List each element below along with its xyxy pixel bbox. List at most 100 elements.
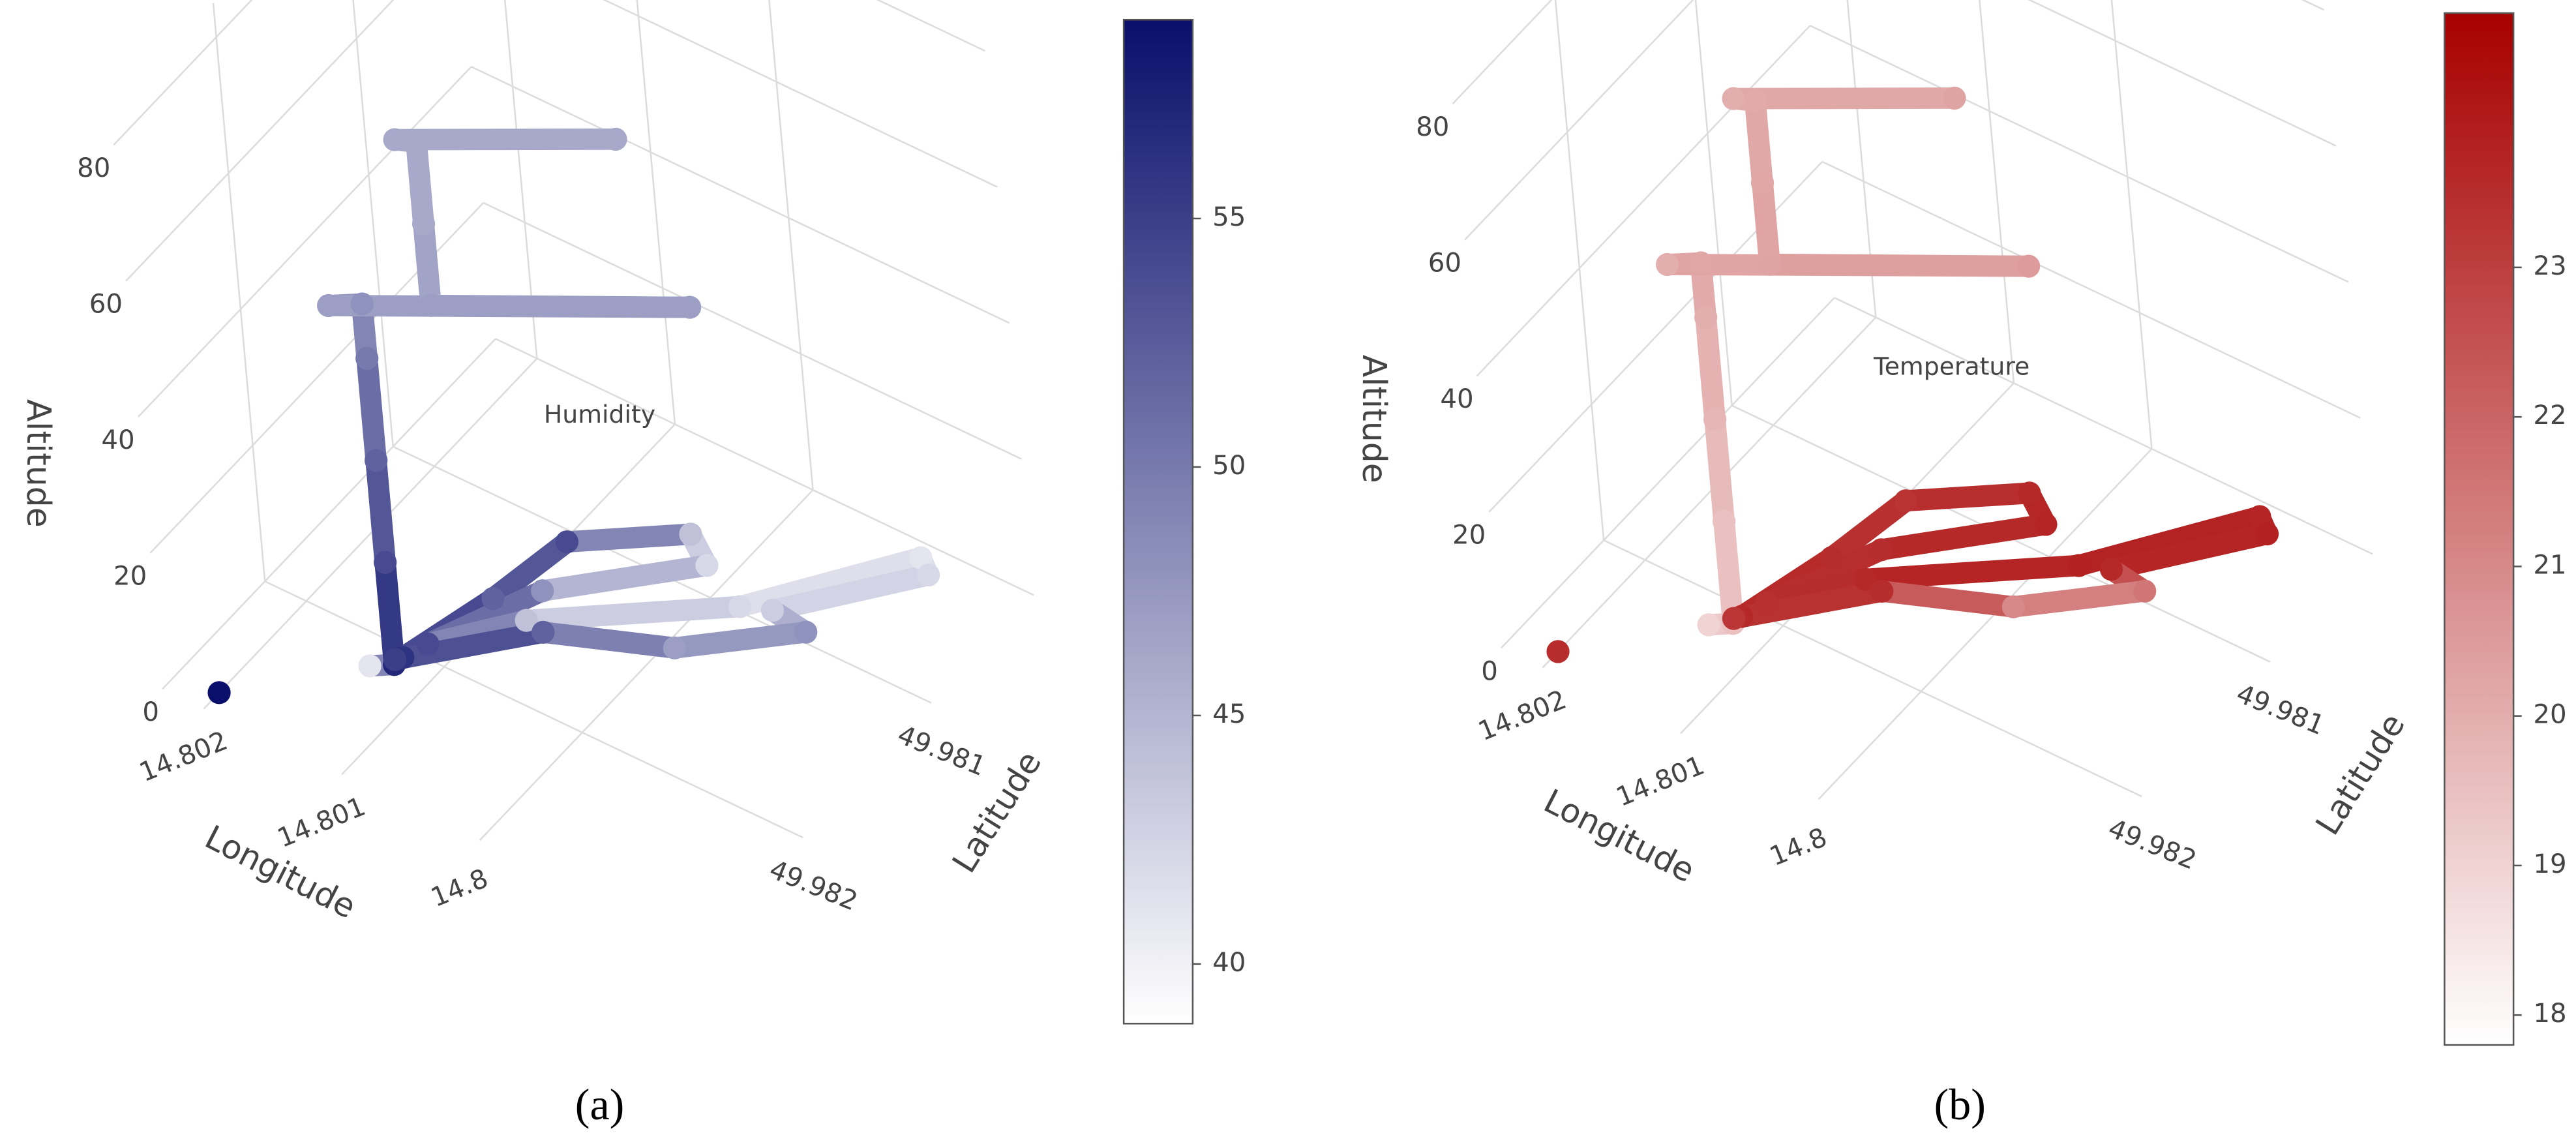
colorbar-tick-label: 21: [2533, 549, 2566, 580]
wall-grid-line: [503, 0, 538, 359]
floor-grid-line: [1542, 316, 1877, 669]
marker: [1694, 305, 1718, 329]
wall-grid-line: [483, 202, 1022, 460]
wall-grid-line: [1464, 0, 1694, 241]
marker: [2018, 481, 2041, 505]
z-tick-label: 0: [1481, 656, 1498, 686]
marker: [350, 292, 374, 316]
wall-grid-line: [495, 338, 1034, 596]
wall-grid-line: [603, 0, 998, 188]
track-segment: [515, 596, 751, 631]
marker: [2001, 595, 2026, 618]
z-tick-label: 60: [1428, 248, 1461, 279]
marker: [2099, 558, 2123, 581]
colorbar-tick-label: 40: [1212, 947, 1246, 978]
track-segment: [1854, 554, 2089, 590]
colorbar: [2444, 12, 2515, 1046]
floor-grid-line: [479, 489, 814, 841]
marker: [207, 681, 231, 704]
floor-grid-line: [1603, 539, 2142, 798]
wall-grid-line: [1809, 25, 2349, 283]
colorbar-tick-label: 45: [1212, 699, 1246, 729]
marker: [1853, 567, 1877, 591]
marker: [317, 294, 340, 318]
marker: [515, 609, 538, 632]
marker: [1743, 89, 1767, 113]
z-tick-label: 40: [1440, 384, 1473, 414]
marker: [1750, 171, 1775, 194]
marker: [365, 449, 388, 472]
floor-grid-line: [264, 581, 803, 839]
annotation: Temperature: [1873, 352, 2029, 381]
marker: [1689, 251, 1713, 275]
wall-grid-line: [162, 338, 496, 690]
marker: [1703, 408, 1727, 431]
z-tick-label: 80: [1416, 112, 1449, 142]
track-segment: [762, 564, 939, 622]
marker: [531, 579, 554, 603]
track-segment: [384, 621, 554, 671]
marker: [2067, 554, 2091, 577]
track-segment: [664, 621, 817, 659]
marker: [355, 346, 379, 370]
wall-grid-line: [1501, 297, 1835, 649]
track-segment: [1821, 490, 1917, 569]
marker: [2034, 513, 2058, 536]
marker: [1656, 252, 1679, 277]
wall-grid-line: [1979, 0, 2015, 384]
wall-grid-line: [1846, 0, 1877, 318]
marker: [1546, 640, 1570, 663]
wall-grid-line: [2028, 0, 2337, 147]
marker: [404, 130, 428, 154]
track-segment: [1871, 581, 2024, 618]
track-segment: [2068, 506, 2271, 577]
colorbar-tick-label: 19: [2533, 849, 2566, 879]
track-segment: [383, 128, 627, 151]
colorbar-tick-label: 55: [1212, 202, 1246, 232]
marker: [679, 522, 702, 546]
marker: [1712, 509, 1736, 533]
track-segment: [1895, 482, 2041, 512]
colorbar-tick-label: 23: [2533, 250, 2566, 281]
z-axis-title: Altitude: [1355, 355, 1394, 483]
track-segment: [729, 547, 932, 618]
annotation: Humidity: [544, 400, 655, 429]
track-segment: [1870, 513, 2057, 561]
track-segment: [374, 551, 406, 676]
colorbar-tick-label: 22: [2533, 400, 2566, 430]
wall-grid-line: [1554, 0, 1605, 541]
colorbar-tick-label: 18: [2533, 998, 2566, 1029]
wall-grid-line: [768, 0, 814, 491]
wall-grid-line: [1476, 25, 1811, 377]
track-segment: [365, 449, 397, 573]
caption: (b): [1934, 1080, 1986, 1129]
marker: [481, 587, 505, 611]
wall-grid-line: [1694, 0, 1733, 406]
z-tick-label: 80: [77, 153, 110, 183]
wall-grid-line: [636, 0, 676, 425]
marker: [2016, 254, 2041, 278]
wall-grid-line: [212, 3, 266, 582]
marker: [760, 599, 785, 622]
track-segment: [1713, 510, 1744, 635]
track-segment: [356, 348, 387, 472]
track-segment: [1759, 253, 2039, 277]
wall-grid-line: [2110, 0, 2153, 449]
track-segment: [2101, 523, 2278, 581]
wall-grid-line: [471, 66, 1010, 324]
marker: [1722, 87, 1745, 110]
colorbar: [1122, 18, 1194, 1025]
wall-grid-line: [137, 66, 472, 418]
marker: [358, 654, 382, 678]
caption: (a): [575, 1080, 624, 1129]
colorbar-tick-label: 50: [1212, 450, 1246, 481]
z-tick-label: 40: [101, 425, 134, 455]
track-segment: [532, 554, 718, 602]
marker: [419, 294, 443, 317]
marker: [794, 620, 818, 644]
wall-grid-line: [1834, 297, 2373, 555]
marker: [604, 127, 627, 151]
marker: [1894, 489, 1917, 513]
z-tick-label: 20: [1452, 520, 1486, 551]
